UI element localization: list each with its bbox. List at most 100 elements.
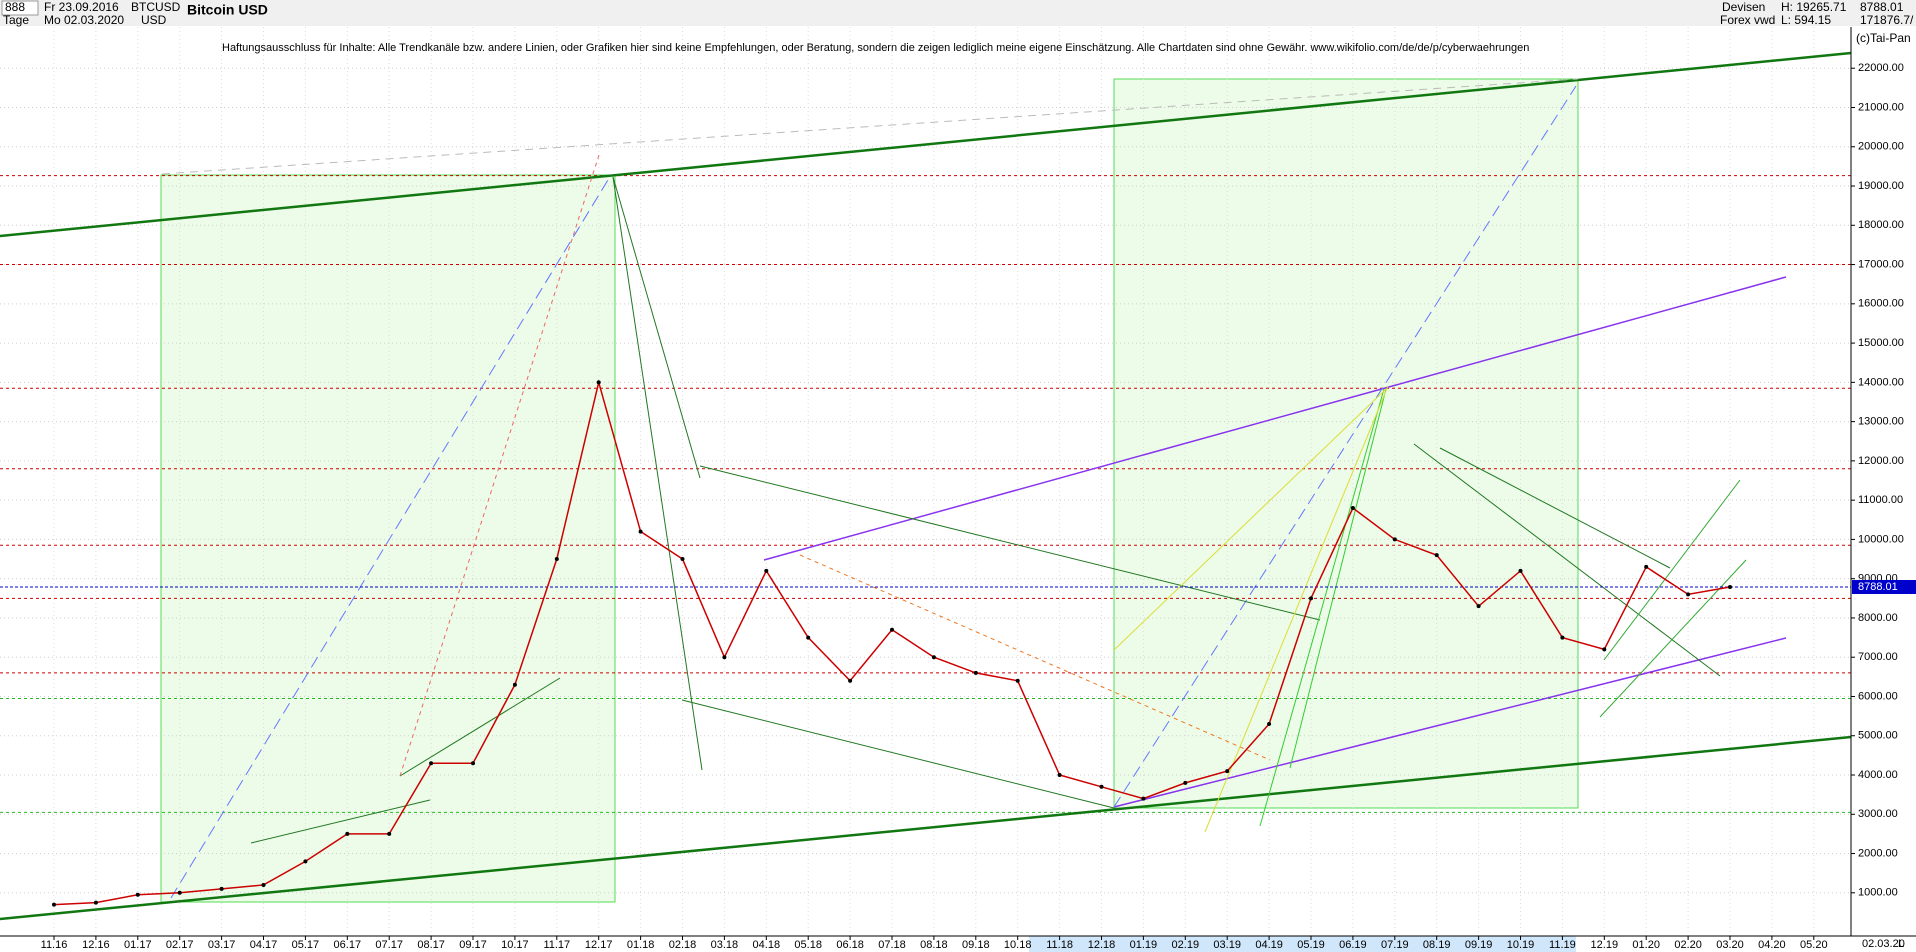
x-tick-label: 10.18 (1004, 939, 1032, 951)
interval[interactable]: Tage (3, 13, 29, 27)
price-point (1309, 596, 1313, 601)
trend-line (681, 699, 1115, 809)
x-tick-label: 03.17 (208, 939, 236, 951)
trend-line (699, 465, 1321, 621)
trend-line (612, 176, 701, 479)
price-point (1099, 784, 1104, 789)
y-tick-label: 21000.00 (1858, 101, 1904, 113)
price-point (806, 635, 811, 640)
copyright: (c)Tai-Pan (1856, 31, 1911, 45)
trend-line (1289, 388, 1387, 769)
trend-line (399, 151, 601, 777)
price-point (177, 890, 182, 895)
y-tick-label: 11000.00 (1858, 494, 1903, 506)
y-tick-label: 1000.00 (1858, 887, 1898, 899)
currency: USD (141, 13, 167, 27)
ticker: BTCUSD (131, 0, 181, 14)
x-tick-label: 04.19 (1255, 939, 1283, 951)
x-tick-label: 01.20 (1632, 939, 1660, 951)
price-point (722, 655, 727, 660)
price-point (848, 678, 853, 683)
range-box (160, 174, 616, 903)
y-tick-label: 2000.00 (1858, 847, 1898, 859)
trend-lines (0, 51, 1852, 921)
price-point (261, 882, 266, 887)
symbol-box[interactable] (1, 0, 39, 16)
price-point (303, 859, 308, 864)
trend-line (1413, 443, 1721, 677)
x-tick-label: 10.17 (501, 939, 529, 951)
end-date: Mo 02.03.2020 (44, 13, 124, 27)
y-tick-label: 5000.00 (1858, 730, 1898, 742)
x-tick-label: 01.19 (1130, 939, 1158, 951)
price-point (764, 568, 769, 573)
x-tick-label: 09.18 (962, 939, 990, 951)
x-tick-label: 08.17 (417, 939, 445, 951)
y-tick-label: 16000.00 (1858, 298, 1904, 310)
trend-line (1599, 559, 1747, 718)
price-point (1728, 585, 1732, 590)
price-point (135, 892, 140, 897)
x-tick-label: 07.18 (878, 939, 906, 951)
price-point (429, 761, 434, 766)
price-point (1602, 647, 1607, 652)
start-date: Fr 23.09.2016 (44, 0, 119, 14)
x-tick-label: 10.19 (1507, 939, 1535, 951)
y-tick-label: 22000.00 (1858, 62, 1904, 74)
y-tick-label: 20000.00 (1858, 141, 1904, 153)
price-point (387, 831, 392, 836)
price-point (1225, 769, 1230, 774)
source: Forex vwd (1720, 13, 1775, 27)
price-point (1057, 773, 1062, 778)
x-axis-highlight (1029, 936, 1576, 952)
trend-line (799, 554, 1271, 761)
y-tick-label: 12000.00 (1858, 455, 1904, 467)
y-tick-label: 15000.00 (1858, 337, 1904, 349)
x-tick-label: 12.17 (585, 939, 613, 951)
x-tick-label: 06.19 (1339, 939, 1367, 951)
low: L: 594.15 (1781, 13, 1831, 27)
x-tick-label: 08.19 (1423, 939, 1451, 951)
trend-line (170, 174, 612, 899)
x-tick-label: 04.20 (1758, 939, 1786, 951)
x-tick-label: 05.18 (794, 939, 822, 951)
trend-line (1603, 479, 1741, 661)
y-tick-label: 19000.00 (1858, 180, 1904, 192)
price-point (1183, 780, 1188, 785)
trend-line (612, 176, 703, 771)
price-point (52, 902, 56, 907)
y-tick-label: 14000.00 (1858, 376, 1904, 388)
x-tick-label: 09.19 (1465, 939, 1493, 951)
price-point (219, 886, 224, 891)
price-point (554, 557, 559, 562)
price-point (1476, 604, 1481, 609)
trend-line (399, 677, 561, 777)
price-point (1560, 635, 1565, 640)
y-tick-label: 4000.00 (1858, 769, 1898, 781)
symbol-box-text: 888 (5, 0, 25, 14)
market: Devisen (1722, 0, 1765, 14)
x-tick-label: 01.17 (124, 939, 152, 951)
y-tick-label: 18000.00 (1858, 219, 1904, 231)
trend-line (1204, 385, 1389, 833)
price-point (1392, 537, 1397, 542)
x-tick-label: 09.17 (459, 939, 487, 951)
x-tick-label: 06.18 (836, 939, 864, 951)
y-tick-label: 3000.00 (1858, 808, 1898, 820)
y-tick-label: 17000.00 (1858, 258, 1904, 270)
x-tick-label: 06.17 (334, 939, 362, 951)
price-point (1350, 506, 1355, 511)
price-point (596, 380, 601, 385)
x-tick-label: 12.19 (1591, 939, 1619, 951)
x-tick-label: 11.19 (1549, 939, 1576, 951)
x-tick-label: 07.17 (375, 939, 403, 951)
y-tick-label: 10000.00 (1858, 533, 1904, 545)
x-tick-label: 11.17 (543, 939, 570, 951)
x-tick-label: 04.18 (753, 939, 781, 951)
price-point (973, 670, 978, 675)
y-tick-label: 6000.00 (1858, 690, 1898, 702)
trend-line (0, 735, 1852, 921)
x-tick-label: 03.19 (1213, 939, 1241, 951)
price-point (345, 831, 350, 836)
price-point (512, 682, 517, 687)
